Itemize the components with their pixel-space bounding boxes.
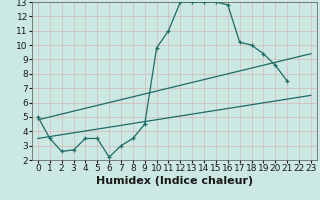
X-axis label: Humidex (Indice chaleur): Humidex (Indice chaleur) — [96, 176, 253, 186]
